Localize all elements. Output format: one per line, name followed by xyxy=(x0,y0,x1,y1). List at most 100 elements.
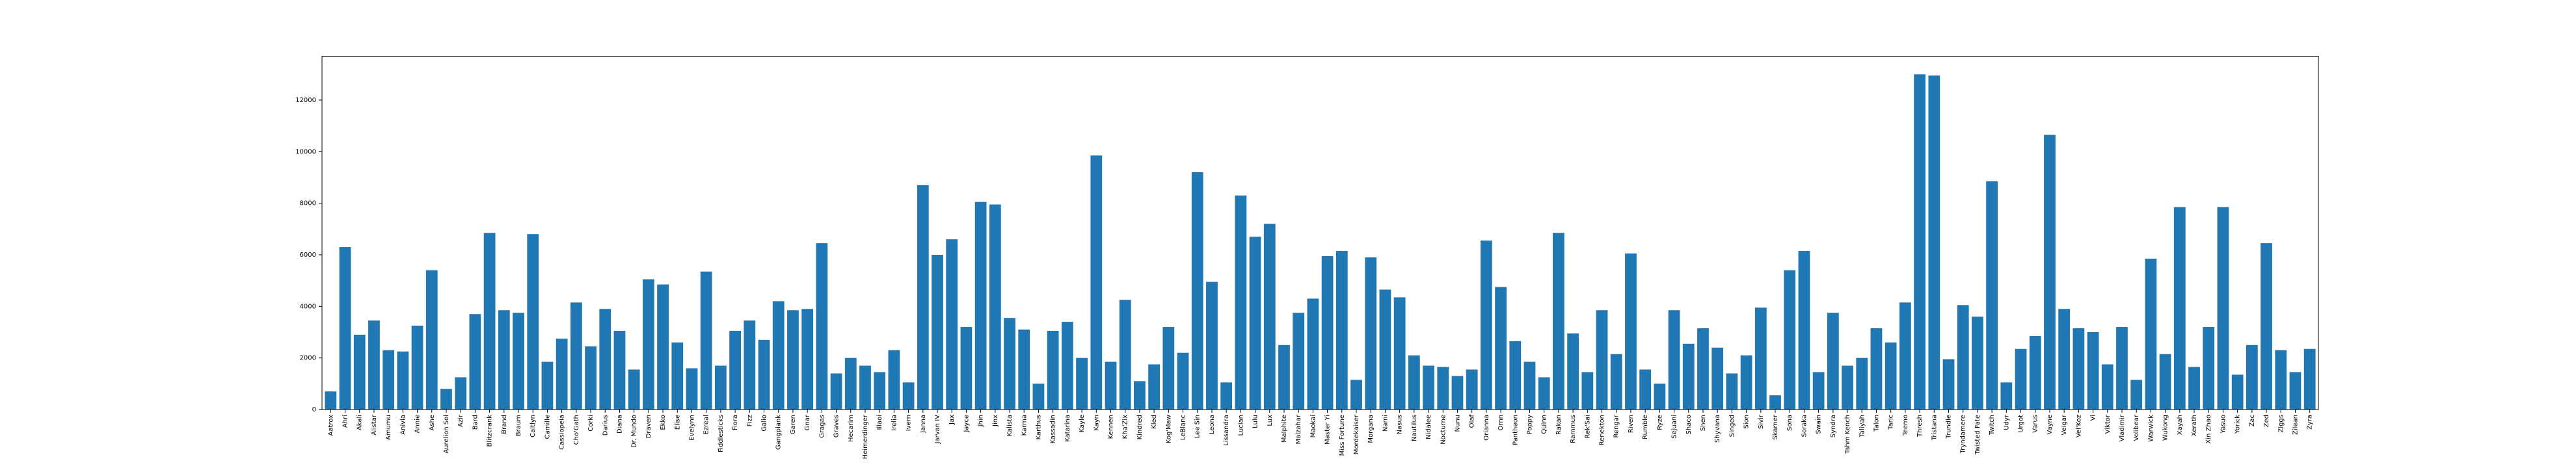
bar-Lucian xyxy=(1235,195,1247,410)
x-tick-label: Shaco xyxy=(1685,415,1693,434)
x-tick-label: Ekko xyxy=(660,415,667,430)
x-tick-label: Janna xyxy=(920,415,927,434)
x-tick-label: Rengar xyxy=(1613,414,1620,437)
x-tick-label: Veigar xyxy=(2061,414,2068,435)
x-tick-label: Sion xyxy=(1743,415,1751,429)
bar-Yasuo xyxy=(2217,207,2229,410)
x-tick-label: Vayne xyxy=(2046,415,2054,435)
x-tick-label: Blitzcrank xyxy=(487,415,494,447)
x-tick-label: Volibear xyxy=(2133,414,2140,441)
bar-Zyra xyxy=(2303,348,2316,410)
bar-Ekko xyxy=(657,284,669,410)
x-tick-label: Elise xyxy=(674,415,681,430)
bar-Jhin xyxy=(974,202,987,410)
x-tick-label: Evelynn xyxy=(689,415,696,441)
x-tick-label: Rek'Sai xyxy=(1584,415,1591,438)
bar-Leona xyxy=(1206,281,1218,410)
bar-Nocturne xyxy=(1437,367,1449,410)
x-tick-label: Hecarim xyxy=(848,415,855,442)
bar-Olaf xyxy=(1466,369,1478,410)
x-tick-label: Azir xyxy=(457,414,464,427)
bar-Quinn xyxy=(1538,377,1550,410)
bar-Zac xyxy=(2246,344,2258,410)
bar-Zilean xyxy=(2289,372,2301,410)
bar-Tryndamere xyxy=(1957,305,1969,410)
x-tick-label: Morgana xyxy=(1367,415,1375,443)
x-tick-label: Vi xyxy=(2090,415,2097,421)
x-tick-label: Taliyah xyxy=(1858,415,1866,438)
x-tick-label: Bard xyxy=(472,415,479,430)
bar-Ahri xyxy=(339,247,351,410)
bar-Thresh xyxy=(1914,74,1925,410)
x-tick-label: Trundle xyxy=(1946,415,1953,439)
x-tick-label: Riven xyxy=(1628,415,1635,433)
x-tick-label: Nocturne xyxy=(1440,415,1447,445)
bar-Corki xyxy=(585,346,597,410)
x-tick-label: Malzahar xyxy=(1295,414,1302,444)
bar-Malphite xyxy=(1278,344,1290,410)
x-tick-label: Kog'Maw xyxy=(1165,415,1172,443)
x-tick-label: Soraka xyxy=(1801,415,1808,437)
x-tick-label: Kennen xyxy=(1108,415,1115,439)
bar-Syndra xyxy=(1827,313,1839,410)
x-tick-label: Tahm Kench xyxy=(1844,415,1851,454)
bar-Nunu xyxy=(1451,376,1464,410)
x-tick-label: Renekton xyxy=(1599,415,1606,445)
bar-Akali xyxy=(353,334,366,410)
x-tick-label: Zed xyxy=(2263,415,2270,427)
x-tick-label: Ryze xyxy=(1656,415,1663,430)
y-tick-label: 6000 xyxy=(300,252,316,259)
bar-Anivia xyxy=(397,351,409,410)
x-tick-label: Rumble xyxy=(1642,415,1649,439)
bar-Diana xyxy=(613,331,626,410)
bar-Cassiopeia xyxy=(556,338,568,410)
bar-Urgot xyxy=(2015,348,2027,410)
bar-Orianna xyxy=(1481,240,1492,410)
y-tick-label: 8000 xyxy=(300,200,316,207)
bar-Yorick xyxy=(2231,374,2244,410)
bar-LeBlanc xyxy=(1177,352,1189,410)
bar-Vayne xyxy=(2044,135,2056,410)
bar-Alistar xyxy=(368,320,380,410)
bar-Kalista xyxy=(1004,318,1015,410)
x-tick-label: Thresh xyxy=(1916,415,1924,437)
bar-Rengar xyxy=(1610,354,1622,410)
x-tick-label: Lucian xyxy=(1237,415,1244,436)
bar-Azir xyxy=(455,377,467,410)
bar-Wukong xyxy=(2159,354,2171,410)
x-tick-label: Fiddlesticks xyxy=(718,415,725,452)
x-tick-label: Kindred xyxy=(1136,415,1144,439)
x-tick-label: Shen xyxy=(1700,415,1707,431)
x-tick-label: Nautilus xyxy=(1411,415,1418,441)
x-tick-label: Aurelion Sol xyxy=(443,415,450,454)
bar-Sona xyxy=(1784,270,1796,410)
bar-Kog'Maw xyxy=(1162,327,1175,410)
bar-Swain xyxy=(1812,372,1825,410)
bar-Ornn xyxy=(1495,287,1507,410)
bar-Vi xyxy=(2087,332,2099,410)
x-tick-label: Darius xyxy=(602,415,609,436)
bar-Trundle xyxy=(1942,359,1955,410)
bar-Shyvana xyxy=(1711,347,1724,410)
bar-Xerath xyxy=(2188,367,2200,410)
bar-Vel'Koz xyxy=(2073,328,2085,410)
x-tick-label: Jax xyxy=(948,415,956,425)
x-tick-label: Tristana xyxy=(1931,415,1938,441)
bar-Teemo xyxy=(1899,302,1911,410)
bar-Jinx xyxy=(989,204,1001,410)
bar-Fizz xyxy=(744,320,756,410)
bar-Master Yi xyxy=(1321,255,1334,410)
x-tick-label: Syndra xyxy=(1830,415,1837,437)
x-tick-label: Karthus xyxy=(1035,415,1042,439)
x-tick-label: Twisted Fate xyxy=(1974,415,1981,455)
x-tick-label: Amumu xyxy=(385,415,392,440)
bar-Aatrox xyxy=(325,391,337,410)
bar-Rek'Sai xyxy=(1581,372,1594,410)
x-tick-label: Akali xyxy=(356,415,364,430)
bar-Kled xyxy=(1148,364,1161,410)
bar-Udyr xyxy=(2000,382,2013,410)
x-tick-label: Camille xyxy=(544,415,551,439)
x-tick-label: Caitlyn xyxy=(530,415,537,437)
bar-Viktor xyxy=(2101,364,2113,410)
